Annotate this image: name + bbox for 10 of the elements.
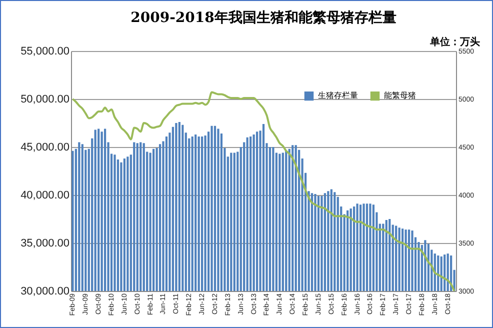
y-tick-label: 50,000.00 (20, 94, 70, 106)
chart-title: 2009-2018年我国生猪和能繁母猪存栏量 (130, 10, 396, 26)
text: 单位：万头 (430, 36, 480, 48)
legend-label: 生猪存栏量 (318, 91, 358, 100)
y-tick-label: 40,000.00 (20, 190, 70, 202)
y-tick-label: 55,000.00 (20, 46, 70, 58)
y-tick-label: 45,000.00 (20, 142, 70, 154)
legend-label: 能繁母猪 (384, 91, 416, 100)
y-tick-label: 35,000.00 (20, 238, 70, 250)
y-tick-label: 30,000.00 (20, 286, 70, 298)
